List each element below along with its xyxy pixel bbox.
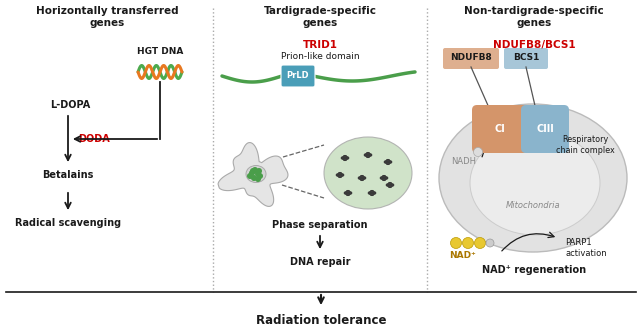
Text: NDUFB8/BCS1: NDUFB8/BCS1 (492, 40, 575, 50)
FancyBboxPatch shape (472, 105, 528, 153)
Text: Respiratory
chain complex: Respiratory chain complex (555, 135, 614, 155)
Circle shape (250, 169, 256, 173)
Ellipse shape (470, 131, 600, 235)
Circle shape (253, 168, 257, 172)
Text: NDUFB8: NDUFB8 (450, 54, 492, 62)
Circle shape (257, 169, 261, 173)
Ellipse shape (324, 137, 412, 209)
FancyBboxPatch shape (443, 48, 499, 69)
Text: NAD⁺: NAD⁺ (449, 250, 475, 260)
Text: Betalains: Betalains (42, 170, 94, 180)
Circle shape (252, 176, 256, 180)
Text: PARP1
activation: PARP1 activation (565, 238, 607, 258)
Text: TRID1: TRID1 (302, 40, 338, 50)
Text: Non-tardigrade-specific
genes: Non-tardigrade-specific genes (464, 6, 604, 28)
Circle shape (462, 237, 474, 249)
Circle shape (250, 171, 254, 175)
Text: Phase separation: Phase separation (272, 220, 368, 230)
FancyBboxPatch shape (521, 105, 569, 153)
Text: Radiation tolerance: Radiation tolerance (256, 314, 386, 326)
FancyBboxPatch shape (281, 65, 315, 87)
Circle shape (474, 237, 485, 249)
Ellipse shape (246, 165, 266, 182)
Text: Radical scavenging: Radical scavenging (15, 218, 121, 228)
Text: NADH: NADH (451, 158, 476, 166)
Text: L-DOPA: L-DOPA (50, 100, 91, 110)
Ellipse shape (439, 104, 627, 252)
Text: BCS1: BCS1 (513, 54, 539, 62)
Circle shape (451, 237, 462, 249)
Text: Mitochondria: Mitochondria (506, 200, 560, 210)
Text: DNA repair: DNA repair (290, 257, 351, 267)
Circle shape (486, 239, 494, 247)
Circle shape (248, 174, 252, 178)
Text: CIII: CIII (536, 124, 554, 134)
Text: DODA: DODA (78, 134, 110, 144)
Text: Prion-like domain: Prion-like domain (281, 52, 360, 61)
Text: PrLD: PrLD (287, 72, 309, 80)
Text: Horizontally transferred
genes: Horizontally transferred genes (36, 6, 178, 28)
Circle shape (256, 172, 260, 176)
Text: NAD⁺ regeneration: NAD⁺ regeneration (482, 265, 586, 275)
Text: HGT DNA: HGT DNA (137, 47, 183, 56)
Circle shape (256, 177, 260, 181)
Text: Tardigrade-specific
genes: Tardigrade-specific genes (263, 6, 376, 28)
Circle shape (257, 174, 263, 178)
Text: CI: CI (494, 124, 505, 134)
Polygon shape (218, 143, 288, 206)
Circle shape (474, 147, 483, 157)
FancyBboxPatch shape (504, 48, 548, 69)
